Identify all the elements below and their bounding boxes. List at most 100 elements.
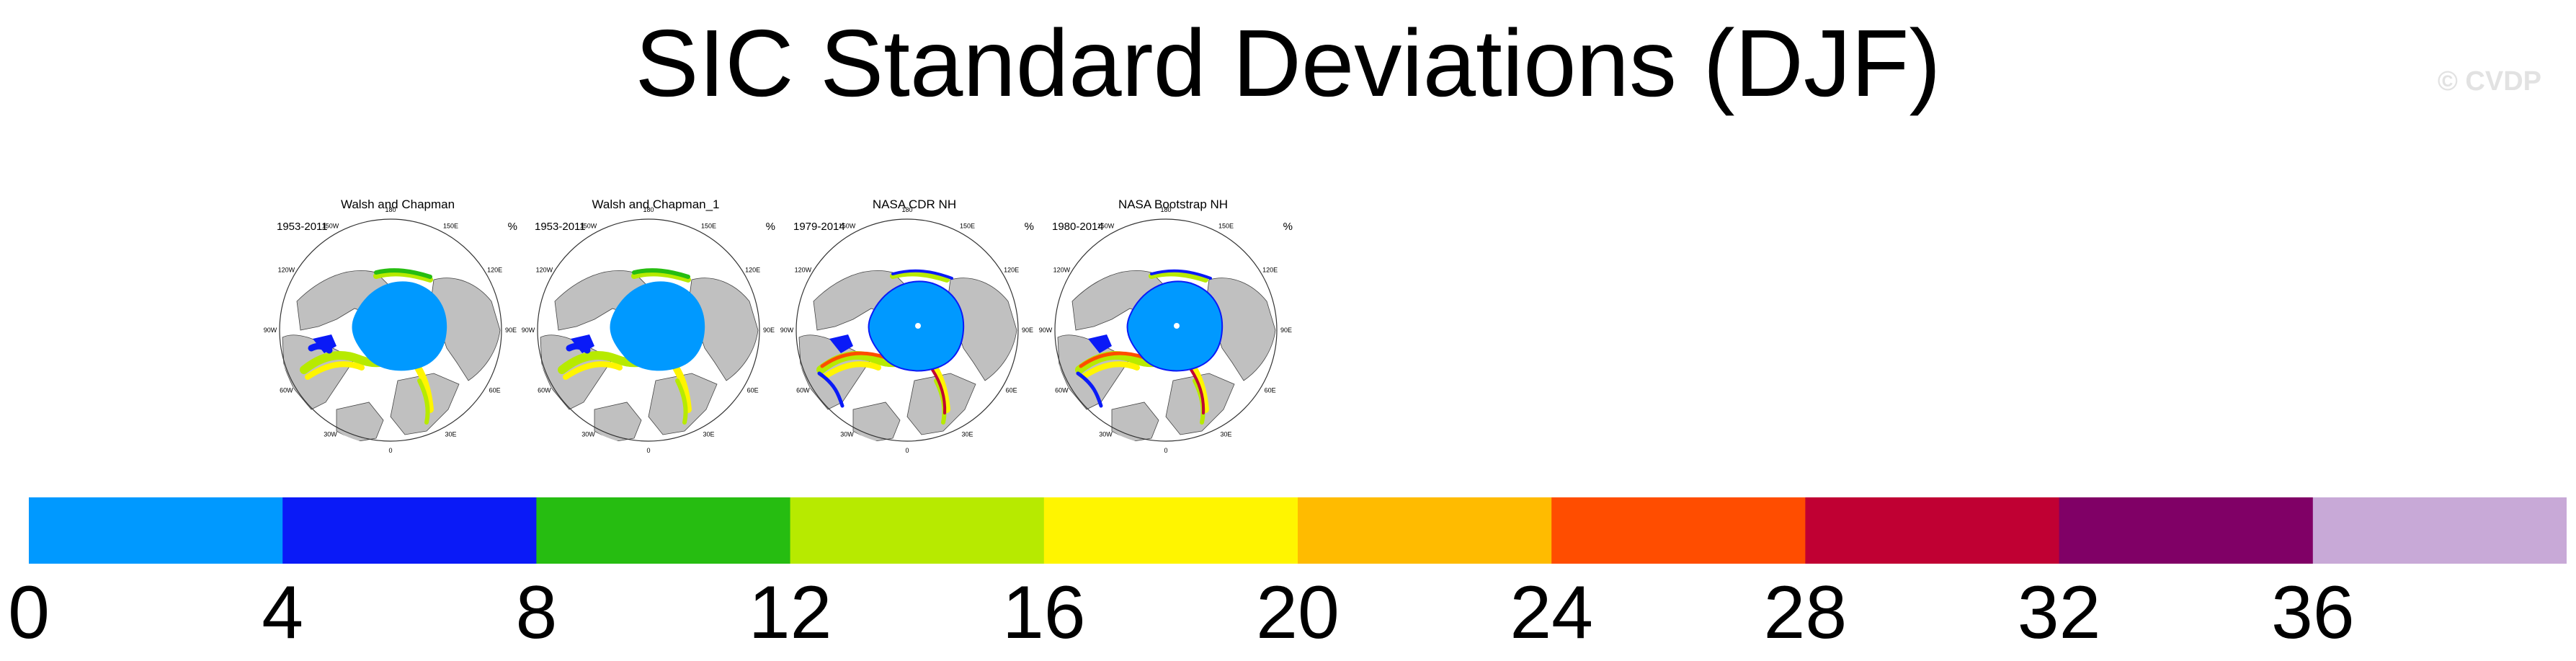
panel-period: 1953-2011: [277, 221, 328, 233]
page-title: SIC Standard Deviations (DJF): [635, 10, 1941, 116]
longitude-label: 150E: [443, 222, 458, 229]
colorbar-bin: [2059, 497, 2314, 564]
longitude-label: 120W: [1053, 267, 1071, 274]
colorbar-tick-label: 24: [1510, 571, 1594, 655]
land-region: [336, 402, 384, 443]
panel-title: NASA Bootstrap NH: [1118, 198, 1229, 211]
longitude-label: 150E: [960, 222, 975, 229]
panel-title: Walsh and Chapman_1: [592, 198, 720, 211]
longitude-label: 120W: [795, 267, 812, 274]
longitude-label: 0: [905, 447, 909, 454]
longitude-label: 30W: [581, 431, 595, 438]
colorbar-bin: [1551, 497, 1806, 564]
longitude-label: 60E: [747, 387, 759, 394]
colorbar-tick-label: 12: [748, 571, 832, 655]
land-region: [390, 373, 460, 435]
land-region: [1165, 373, 1235, 435]
colorbar-tick-label: 0: [8, 571, 50, 655]
colorbar-bin: [1043, 497, 1298, 564]
panel-title: NASA CDR NH: [872, 198, 957, 211]
polar-map: 180 150E 120E 90E 60E 30E 0 30W 60W 90W 120W 150W: [780, 206, 1033, 454]
colorbar-tick-label: 36: [2270, 571, 2355, 655]
colorbar-tick-label: 28: [1763, 571, 1848, 655]
land-region: [1111, 402, 1159, 443]
colorbar-labels: 0 4 8 12 16 20 24 28 32 36: [0, 569, 2576, 655]
land-region: [906, 373, 976, 435]
panel-period: 1980-2014: [1052, 221, 1104, 233]
watermark: © CVDP: [2437, 66, 2541, 97]
sea-ice-zone: [352, 281, 447, 371]
longitude-label: 120E: [487, 267, 502, 274]
longitude-label: 90W: [780, 327, 794, 334]
sea-ice-zone: [610, 281, 705, 371]
panel-units: %: [1283, 221, 1293, 233]
panel-title: Walsh and Chapman: [340, 198, 455, 211]
longitude-label: 90W: [522, 327, 535, 334]
colorbar-bin: [2312, 497, 2567, 564]
longitude-label: 0: [1164, 447, 1167, 454]
land-region: [430, 278, 501, 381]
colorbar-bin: [1298, 497, 1552, 564]
land-region: [594, 402, 642, 443]
panel-units: %: [765, 221, 775, 233]
longitude-label: 30W: [840, 431, 854, 438]
map-panel: NASA CDR NH 1979-2014% 180 150E 120E 90E 60E 30…: [780, 189, 1044, 456]
longitude-label: 120E: [745, 267, 760, 274]
colorbar-tick-label: 8: [515, 571, 558, 655]
longitude-label: 90E: [505, 327, 517, 334]
longitude-label: 0: [646, 447, 650, 454]
colorbar-tick-label: 4: [262, 571, 304, 655]
colorbar-bin: [29, 497, 283, 564]
colorbar-bin: [536, 497, 791, 564]
longitude-label: 180: [901, 206, 912, 213]
land-region: [648, 373, 718, 435]
panel-period: 1953-2011: [535, 221, 586, 233]
longitude-label: 90E: [1280, 327, 1292, 334]
longitude-label: 60E: [1006, 387, 1017, 394]
longitude-label: 60E: [489, 387, 501, 394]
land-region: [852, 402, 901, 443]
longitude-label: 150W: [1097, 222, 1115, 229]
longitude-label: 60W: [538, 387, 551, 394]
longitude-label: 90W: [264, 327, 277, 334]
panel-units: %: [1024, 221, 1034, 233]
longitude-label: 60W: [280, 387, 293, 394]
panel-period: 1979-2014: [793, 221, 845, 233]
colorbar-bin: [1805, 497, 2060, 564]
longitude-label: 120E: [1004, 267, 1019, 274]
longitude-label: 90E: [763, 327, 775, 334]
polar-map: 180 150E 120E 90E 60E 30E 0 30W 60W 90W 120W 150W: [522, 206, 775, 454]
longitude-label: 30W: [1099, 431, 1113, 438]
longitude-label: 30W: [324, 431, 337, 438]
longitude-label: 120W: [278, 267, 295, 274]
longitude-label: 30E: [961, 431, 973, 438]
land-region: [688, 278, 759, 381]
colorbar-tick-label: 16: [1002, 571, 1086, 655]
longitude-label: 30E: [1220, 431, 1231, 438]
polar-map: 180 150E 120E 90E 60E 30E 0 30W 60W 90W 120W 150W: [1039, 206, 1292, 454]
colorbar-tick-label: 32: [2017, 571, 2101, 655]
colorbar-tick-label: 20: [1256, 571, 1340, 655]
map-panel: Walsh and Chapman_1 1953-2011% 180 150E 120E…: [522, 189, 785, 456]
longitude-label: 120E: [1262, 267, 1278, 274]
panel-units: %: [507, 221, 517, 233]
longitude-label: 120W: [536, 267, 553, 274]
longitude-label: 150W: [580, 222, 597, 229]
longitude-label: 150E: [1218, 222, 1234, 229]
longitude-label: 180: [643, 206, 654, 213]
longitude-label: 60E: [1265, 387, 1276, 394]
polar-map: 180 150E 120E 90E 60E 30E 0 30W 60W 90W 120W 150W: [264, 206, 517, 454]
longitude-label: 180: [385, 206, 396, 213]
colorbar-bin: [282, 497, 537, 564]
land-region: [947, 278, 1017, 381]
longitude-label: 90W: [1039, 327, 1053, 334]
longitude-label: 150E: [701, 222, 716, 229]
land-region: [1205, 278, 1276, 381]
longitude-label: 150W: [839, 222, 856, 229]
longitude-label: 90E: [1022, 327, 1033, 334]
longitude-label: 60W: [796, 387, 810, 394]
longitude-label: 30E: [703, 431, 714, 438]
map-panel: NASA Bootstrap NH 1980-2014% 180 150E 120E 90…: [1039, 189, 1303, 456]
colorbar: [29, 497, 2567, 564]
longitude-label: 150W: [322, 222, 339, 229]
